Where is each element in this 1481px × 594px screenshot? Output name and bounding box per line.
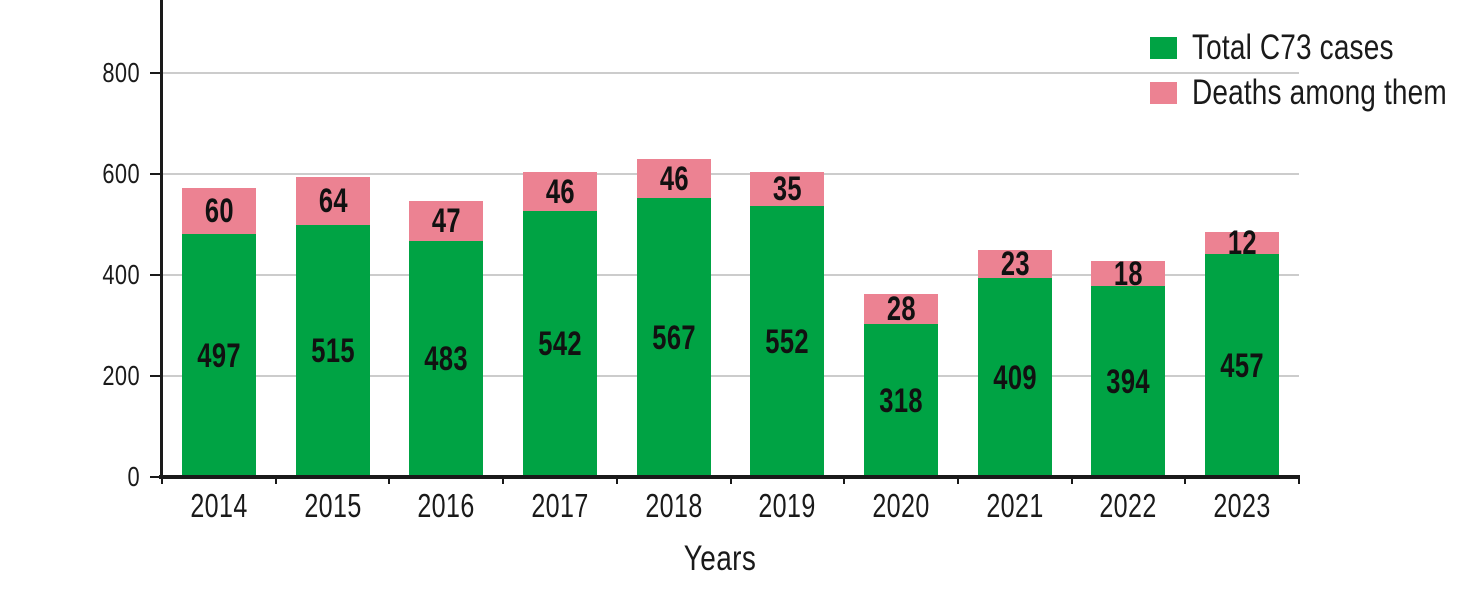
value-label-deaths-2016: 47: [431, 202, 461, 240]
x-category-label-2021: 2021: [986, 487, 1044, 524]
value-label-deaths-2021: 23: [1000, 245, 1030, 283]
y-tick-label-600: 600: [102, 157, 140, 189]
x-category-label-2022: 2022: [1099, 487, 1158, 524]
y-tick-label-400: 400: [102, 258, 140, 290]
bar-deaths-2019: 35: [750, 172, 824, 206]
legend-label-total-cases: Total C73 cases: [1192, 27, 1394, 67]
value-label-deaths-2014: 60: [204, 192, 234, 230]
bar-total-cases-2015: 515: [296, 225, 370, 477]
y-tick-400: [150, 273, 161, 276]
legend: Total C73 cases Deaths among them: [1150, 25, 1481, 115]
gridline-y-200: [162, 374, 1299, 377]
value-label-deaths-2022: 18: [1113, 254, 1143, 293]
bar-total-cases-2018: 567: [637, 198, 711, 477]
x-category-label-2016: 2016: [417, 487, 475, 524]
legend-swatch-total-cases: [1150, 36, 1177, 59]
bar-deaths-2017: 46: [523, 172, 597, 211]
bar-deaths-2021: 23: [978, 245, 1052, 283]
gridline-y-400: [162, 273, 1299, 276]
value-label-total-cases-2016: 483: [424, 340, 468, 378]
value-label-deaths-2019: 35: [772, 170, 802, 208]
y-tick-label-200: 200: [102, 359, 140, 391]
bar-total-cases-2014: 497: [182, 234, 256, 477]
bar-deaths-2015: 64: [296, 177, 370, 225]
y-axis-line: [160, 0, 163, 479]
x-tick-0: [161, 479, 163, 484]
x-category-label-2015: 2015: [303, 487, 362, 524]
x-category-label-2014: 2014: [190, 487, 248, 524]
value-label-total-cases-2022: 394: [1106, 362, 1150, 401]
legend-item-total-cases: Total C73 cases: [1150, 25, 1481, 70]
x-category-label-2023: 2023: [1213, 487, 1271, 524]
x-category-label-2019: 2019: [758, 487, 816, 524]
x-tick-4: [615, 479, 618, 484]
x-axis-title: Years: [683, 539, 757, 578]
value-label-total-cases-2020: 318: [879, 381, 923, 420]
x-tick-3: [502, 479, 505, 484]
value-label-total-cases-2021: 409: [993, 358, 1037, 397]
value-label-total-cases-2017: 542: [538, 325, 582, 363]
y-tick-200: [150, 374, 161, 377]
bar-total-cases-2020: 318: [864, 324, 938, 477]
bar-deaths-2022: 18: [1091, 254, 1165, 293]
bar-total-cases-2023: 457: [1205, 254, 1279, 477]
value-label-total-cases-2018: 567: [652, 318, 696, 357]
x-tick-1: [274, 479, 277, 484]
value-label-total-cases-2015: 515: [311, 332, 355, 370]
x-category-label-2020: 2020: [872, 487, 930, 524]
value-label-total-cases-2023: 457: [1220, 346, 1264, 385]
legend-label-deaths: Deaths among them: [1192, 72, 1447, 112]
y-tick-800: [150, 71, 161, 74]
bar-deaths-2014: 60: [182, 188, 256, 234]
y-tick-label-0: 0: [127, 461, 140, 492]
x-category-label-2018: 2018: [644, 487, 703, 524]
x-axis-line: [159, 475, 1300, 479]
x-tick-6: [843, 479, 846, 484]
value-label-deaths-2015: 64: [318, 182, 348, 220]
bar-deaths-2020: 28: [864, 290, 938, 328]
value-label-deaths-2017: 46: [545, 172, 575, 211]
value-label-total-cases-2014: 497: [197, 336, 241, 375]
bar-total-cases-2016: 483: [409, 241, 483, 477]
x-tick-8: [1070, 479, 1073, 484]
x-tick-2: [388, 479, 391, 484]
bar-deaths-2018: 46: [637, 159, 711, 198]
value-label-total-cases-2019: 552: [765, 322, 809, 361]
bar-total-cases-2022: 394: [1091, 286, 1165, 477]
x-tick-7: [956, 479, 959, 484]
y-tick-label-800: 800: [102, 56, 140, 88]
x-tick-5: [729, 479, 732, 484]
legend-swatch-deaths: [1150, 81, 1177, 104]
bar-total-cases-2021: 409: [978, 278, 1052, 477]
x-category-label-2017: 2017: [531, 487, 589, 524]
y-tick-0: [150, 476, 161, 478]
bar-deaths-2023: 12: [1205, 226, 1279, 260]
y-tick-600: [150, 172, 161, 175]
x-tick-10: [1298, 479, 1300, 484]
bar-total-cases-2017: 542: [523, 211, 597, 477]
x-tick-9: [1184, 479, 1187, 484]
value-label-deaths-2020: 28: [886, 290, 916, 328]
bar-total-cases-2019: 552: [750, 206, 824, 477]
value-label-deaths-2018: 46: [659, 159, 689, 198]
gridline-y-800: [162, 71, 1299, 74]
legend-item-deaths: Deaths among them: [1150, 70, 1481, 115]
gridline-y-600: [162, 172, 1299, 175]
bar-deaths-2016: 47: [409, 201, 483, 241]
